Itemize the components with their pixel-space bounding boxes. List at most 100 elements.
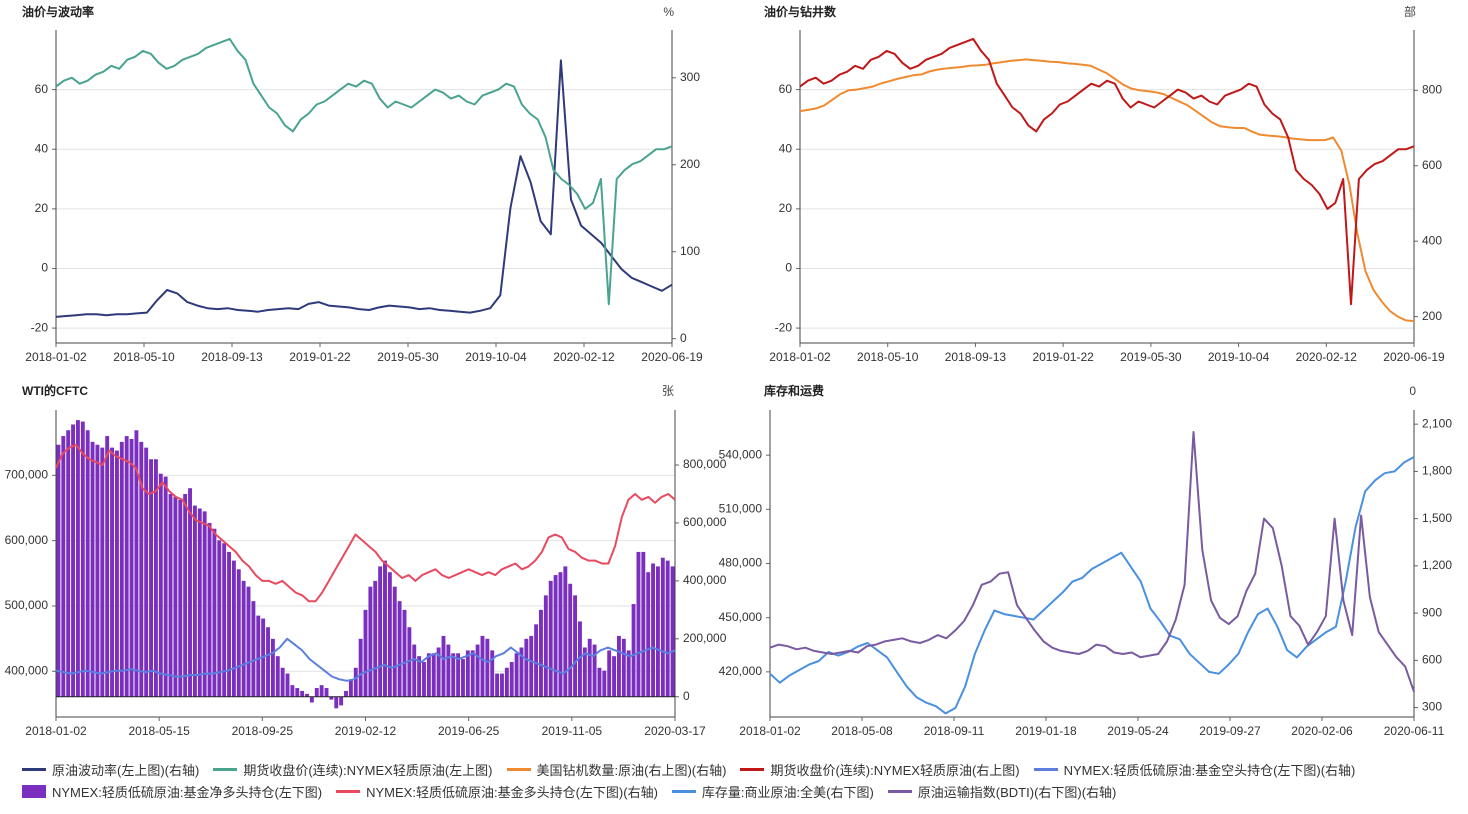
cftc-net_long-bar-91 (500, 673, 504, 697)
cftc-net_long-bar-40 (251, 601, 256, 697)
vol-wti_close_left-line (55, 37, 673, 306)
cftc-short-line (55, 637, 676, 682)
cftc-net_long-bar-5 (80, 421, 85, 697)
cftc-net_long-bar-53 (314, 688, 319, 697)
legend-label-wti-close-left: 期货收盘价(连续):NYMEX轻质原油(左上图) (243, 762, 493, 778)
rig-wti_close_right-line (799, 37, 1415, 306)
cftc-right-tick-3: 200,000 (683, 631, 727, 645)
cftc-net_long-bar-2 (66, 430, 71, 697)
rig-x-tick-2: 2018-09-13 (945, 350, 1007, 364)
legend-item-rig-count[interactable]: 美国钻机数量:原油(右上图)(右轴) (506, 760, 726, 779)
rig-x-tick-1: 2018-05-10 (857, 350, 919, 364)
legend-item-wti-close-right[interactable]: 期货收盘价(连续):NYMEX轻质原油(右上图) (740, 760, 1020, 779)
rig-x-tick-5: 2019-10-04 (1208, 350, 1270, 364)
cftc-net_long-bar-3 (71, 424, 76, 697)
cftc-net_long-bar-94 (514, 653, 519, 697)
inv-right-tick-1: 1,800 (1422, 464, 1452, 478)
cftc-x-tick-5: 2019-11-05 (542, 724, 603, 738)
cftc-net_long-bar-68 (387, 572, 392, 697)
cftc-net_long-bar-122 (651, 563, 656, 697)
cftc-net_long-bar-111 (597, 667, 602, 697)
cftc-net_long-bar-77 (431, 653, 436, 697)
cftc-net_long-bar-16 (134, 430, 139, 697)
cftc-net_long-bar-4 (75, 420, 80, 697)
vol-x-tick-2: 2018-09-13 (201, 350, 263, 364)
legend-item-bdti[interactable]: 原油运输指数(BDTI)(右下图)(右轴) (887, 782, 1116, 801)
cftc-net_long-bar-32 (212, 528, 217, 697)
cftc-net_long-bar-93 (509, 661, 514, 697)
legend: 原油波动率(左上图)(右轴) 期货收盘价(连续):NYMEX轻质原油(左上图) … (22, 758, 1462, 802)
legend-row-2: NYMEX:轻质低硫原油:基金净多头持仓(左下图) NYMEX:轻质低硫原油:基… (22, 780, 1462, 802)
cftc-net_long-bar-103 (558, 572, 563, 697)
cftc-net_long-bar-62 (358, 638, 363, 697)
cftc-net_long-bar-66 (378, 566, 383, 697)
legend-item-short[interactable]: NYMEX:轻质低硫原油:基金空头持仓(左下图)(右轴) (1033, 760, 1355, 779)
cftc-net_long-bar-105 (568, 583, 573, 697)
rig-right-tick-1: 600 (1422, 158, 1442, 172)
cftc-title: WTI的CFTC (22, 383, 88, 398)
cftc-net_long-bar-79 (441, 635, 446, 697)
vol-right-tick-2: 100 (680, 244, 700, 258)
cftc-net_long-bar-43 (266, 627, 270, 697)
cftc-net_long-bar-61 (353, 667, 358, 697)
vol-left-tick-4: -20 (31, 320, 49, 334)
cftc-net_long-bar-114 (612, 656, 617, 697)
inv-x-tick-0: 2018-01-02 (739, 724, 801, 738)
legend-item-wti-close-left[interactable]: 期货收盘价(连续):NYMEX轻质原油(左上图) (213, 760, 493, 779)
inv-title: 库存和运费 (764, 383, 824, 398)
cftc-net_long-bar-107 (578, 621, 582, 697)
legend-item-wti-vol[interactable]: 原油波动率(左上图)(右轴) (22, 760, 199, 779)
legend-swatch-net-long (22, 784, 46, 798)
cftc-net_long-bar-45 (275, 656, 280, 697)
legend-item-net-long[interactable]: NYMEX:轻质低硫原油:基金净多头持仓(左下图) (22, 782, 322, 801)
rig-x-tick-3: 2019-01-22 (1032, 350, 1094, 364)
rig-rig_count-line (799, 58, 1415, 323)
cftc-net_long-bar-69 (392, 586, 397, 697)
inv-x-tick-4: 2019-05-24 (1107, 724, 1169, 738)
cftc-net_long-bar-7 (90, 441, 95, 697)
vol-right-unit: % (663, 5, 674, 19)
inv-left-tick-2: 480,000 (719, 556, 763, 570)
inv-right-tick-2: 1,500 (1422, 511, 1452, 525)
cftc-net_long-bar-11 (110, 447, 115, 697)
cftc-net_long-bar-56 (329, 696, 334, 700)
cftc-net_long-bar-121 (646, 572, 651, 697)
rig-x-tick-0: 2018-01-02 (769, 350, 831, 364)
vol-x-tick-4: 2019-05-30 (377, 350, 439, 364)
cftc-net_long-bar-82 (456, 653, 461, 697)
cftc-net_long-bar-33 (217, 540, 222, 697)
cftc-net_long-bar-12 (114, 450, 119, 697)
legend-swatch-wti-close-left (213, 767, 238, 771)
vol-left-tick-0: 60 (35, 82, 49, 96)
legend-swatch-inventory (671, 789, 696, 793)
cftc-x-tick-0: 2018-01-02 (25, 724, 87, 738)
cftc-net_long-bar-115 (616, 635, 621, 697)
cftc-net_long-bar-64 (368, 586, 373, 697)
cftc-net_long-bar-99 (539, 609, 543, 697)
cftc-net_long-bar-46 (280, 667, 285, 697)
cftc-x-tick-2: 2018-09-25 (232, 724, 294, 738)
inv-inventory-line (769, 456, 1415, 715)
legend-label-net-long: NYMEX:轻质低硫原油:基金净多头持仓(左下图) (52, 784, 323, 800)
cftc-net_long-bar-19 (149, 459, 153, 697)
legend-item-inventory[interactable]: 库存量:商业原油:全美(右下图) (671, 782, 874, 801)
cftc-net_long-bar-102 (553, 575, 558, 697)
rig-x-tick-4: 2019-05-30 (1120, 350, 1182, 364)
cftc-x-tick-3: 2019-02-12 (335, 724, 397, 738)
cftc-right-tick-1: 600,000 (683, 515, 727, 529)
cftc-net_long-bar-52 (309, 696, 314, 703)
cftc-net_long-bar-60 (348, 679, 353, 697)
cftc-net_long-bar-0 (56, 444, 61, 697)
cftc-net_long-bar-18 (144, 447, 149, 697)
rig-left-tick-4: -20 (775, 320, 793, 334)
legend-label-wti-vol: 原油波动率(左上图)(右轴) (52, 762, 200, 778)
rig-right-tick-0: 800 (1422, 83, 1442, 97)
cftc-net_long-bar-112 (602, 670, 607, 697)
legend-item-long[interactable]: NYMEX:轻质低硫原油:基金多头持仓(左下图)(右轴) (336, 782, 658, 801)
cftc-net_long-bar-84 (465, 650, 470, 697)
legend-label-inventory: 库存量:商业原油:全美(右下图) (701, 784, 874, 800)
cftc-net_long-bar-9 (100, 447, 105, 697)
cftc-net_long-bar-55 (324, 688, 329, 697)
legend-swatch-rig-count (506, 767, 531, 771)
cftc-net_long-bar-14 (124, 436, 129, 697)
